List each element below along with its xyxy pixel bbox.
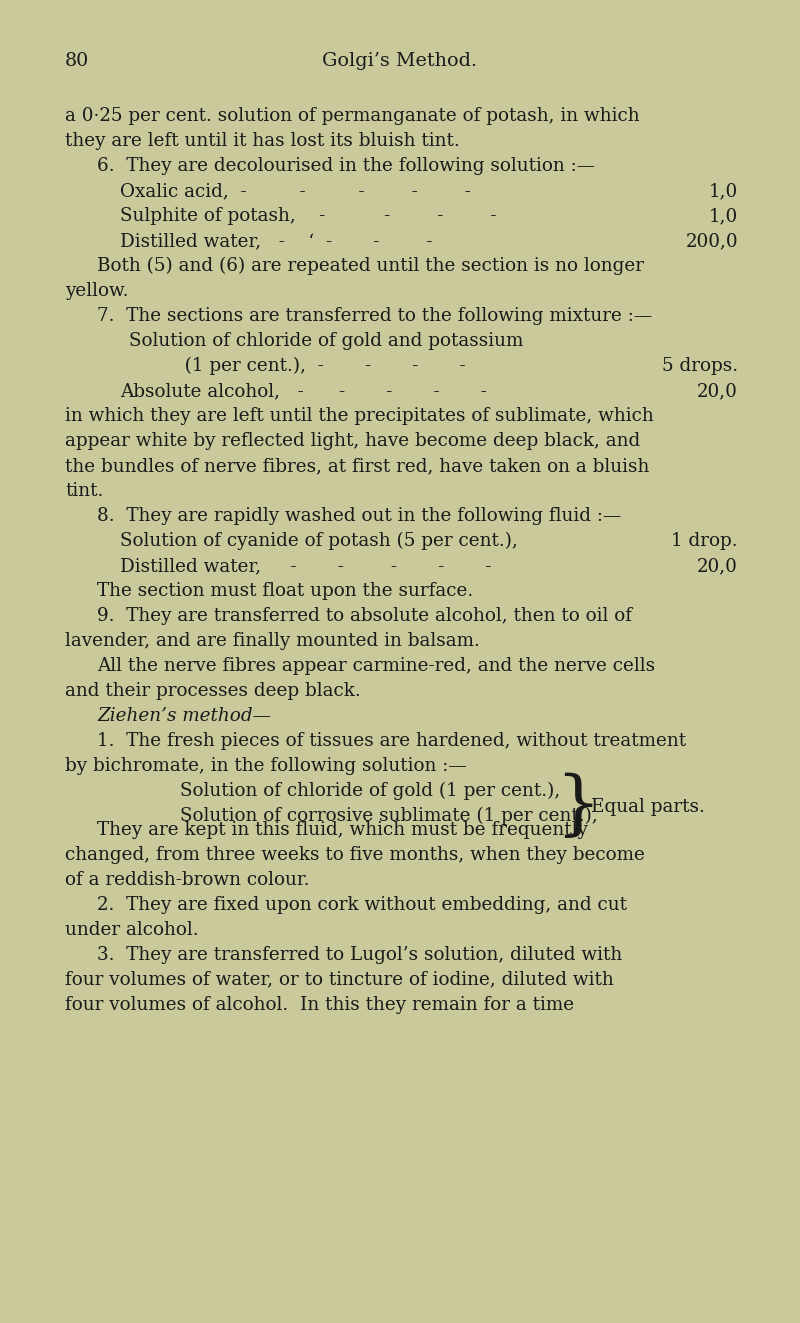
Text: 1,0: 1,0 xyxy=(709,206,738,225)
Text: the bundles of nerve fibres, at first red, have taken on a bluish: the bundles of nerve fibres, at first re… xyxy=(65,456,650,475)
Text: they are left until it has lost its bluish tint.: they are left until it has lost its blui… xyxy=(65,132,460,149)
Text: yellow.: yellow. xyxy=(65,282,129,300)
Text: The section must float upon the surface.: The section must float upon the surface. xyxy=(97,582,474,601)
Text: Distilled water,   -    ‘  -       -        -: Distilled water, - ‘ - - - xyxy=(120,232,433,250)
Text: 9.  They are transferred to absolute alcohol, then to oil of: 9. They are transferred to absolute alco… xyxy=(97,607,632,624)
Text: 20,0: 20,0 xyxy=(697,382,738,400)
Text: Sulphite of potash,    -          -        -        -: Sulphite of potash, - - - - xyxy=(120,206,497,225)
Text: Solution of chloride of gold and potassium: Solution of chloride of gold and potassi… xyxy=(129,332,523,351)
Text: lavender, and are finally mounted in balsam.: lavender, and are finally mounted in bal… xyxy=(65,632,480,650)
Text: four volumes of alcohol.  In this they remain for a time: four volumes of alcohol. In this they re… xyxy=(65,996,574,1013)
Text: Solution of corrosive sublimate (1 per cent.),: Solution of corrosive sublimate (1 per c… xyxy=(180,807,598,826)
Text: Golgi’s Method.: Golgi’s Method. xyxy=(322,52,478,70)
Text: four volumes of water, or to tincture of iodine, diluted with: four volumes of water, or to tincture of… xyxy=(65,971,614,988)
Text: 3.  They are transferred to Lugol’s solution, diluted with: 3. They are transferred to Lugol’s solut… xyxy=(97,946,622,963)
Text: 1.  The fresh pieces of tissues are hardened, without treatment: 1. The fresh pieces of tissues are harde… xyxy=(97,732,686,750)
Text: under alcohol.: under alcohol. xyxy=(65,921,198,939)
Text: Absolute alcohol,   -      -       -       -       -: Absolute alcohol, - - - - - xyxy=(120,382,487,400)
Text: Distilled water,     -       -        -       -       -: Distilled water, - - - - - xyxy=(120,557,491,576)
Text: 6.  They are decolourised in the following solution :—: 6. They are decolourised in the followin… xyxy=(97,157,595,175)
Text: Solution of cyanide of potash (5 per cent.),: Solution of cyanide of potash (5 per cen… xyxy=(120,532,518,550)
Text: 2.  They are fixed upon cork without embedding, and cut: 2. They are fixed upon cork without embe… xyxy=(97,896,627,914)
Text: Solution of chloride of gold (1 per cent.),: Solution of chloride of gold (1 per cent… xyxy=(180,782,560,800)
Text: 80: 80 xyxy=(65,52,90,70)
Text: a 0·25 per cent. solution of permanganate of potash, in which: a 0·25 per cent. solution of permanganat… xyxy=(65,107,640,124)
Text: All the nerve fibres appear carmine-red, and the nerve cells: All the nerve fibres appear carmine-red,… xyxy=(97,658,655,675)
Text: of a reddish-brown colour.: of a reddish-brown colour. xyxy=(65,871,310,889)
Text: 1 drop.: 1 drop. xyxy=(671,532,738,550)
Text: Ziehen’s method—: Ziehen’s method— xyxy=(97,706,271,725)
Text: by bichromate, in the following solution :—: by bichromate, in the following solution… xyxy=(65,757,466,775)
Text: 1,0: 1,0 xyxy=(709,183,738,200)
Text: Oxalic acid,  -         -         -        -        -: Oxalic acid, - - - - - xyxy=(120,183,471,200)
Text: 20,0: 20,0 xyxy=(697,557,738,576)
Text: (1 per cent.),  -       -       -       -: (1 per cent.), - - - - xyxy=(120,357,466,376)
Text: 5 drops.: 5 drops. xyxy=(662,357,738,374)
Text: in which they are left until the precipitates of sublimate, which: in which they are left until the precipi… xyxy=(65,407,654,425)
Text: 200,0: 200,0 xyxy=(686,232,738,250)
Text: tint.: tint. xyxy=(65,482,103,500)
Text: 7.  The sections are transferred to the following mixture :—: 7. The sections are transferred to the f… xyxy=(97,307,652,325)
Text: They are kept in this fluid, which must be frequently: They are kept in this fluid, which must … xyxy=(97,820,588,839)
Text: Equal parts.: Equal parts. xyxy=(591,798,705,816)
Text: appear white by reflected light, have become deep black, and: appear white by reflected light, have be… xyxy=(65,433,640,450)
Text: changed, from three weeks to five months, when they become: changed, from three weeks to five months… xyxy=(65,845,645,864)
Text: Both (5) and (6) are repeated until the section is no longer: Both (5) and (6) are repeated until the … xyxy=(97,257,644,275)
Text: 8.  They are rapidly washed out in the following fluid :—: 8. They are rapidly washed out in the fo… xyxy=(97,507,622,525)
Text: and their processes deep black.: and their processes deep black. xyxy=(65,681,361,700)
Text: }: } xyxy=(555,773,600,841)
